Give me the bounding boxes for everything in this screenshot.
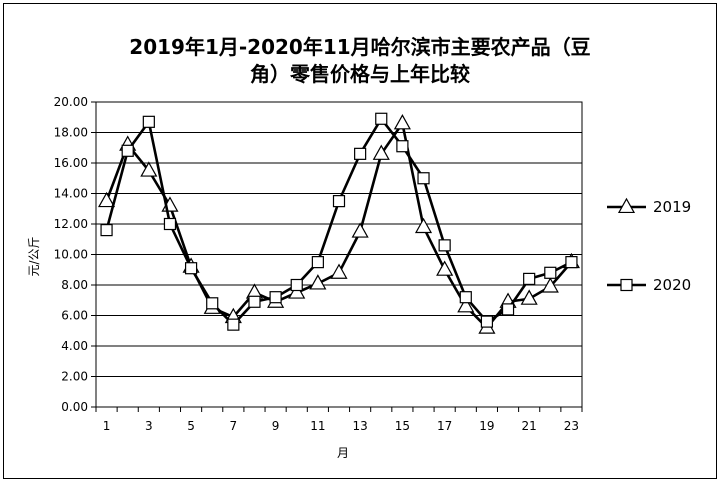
- data-point-2020: [565, 256, 578, 269]
- x-axis-title: 月: [337, 446, 349, 460]
- chart-title: 2019年1月-2020年11月哈尔滨市主要农产品（豆 角）零售价格与上年比较: [90, 34, 630, 88]
- y-axis-tick-labels: 0.00 2.00 4.00 6.00 8.00 10.00 12.00 14.00 16.00…: [54, 95, 88, 414]
- data-point-2020: [100, 224, 113, 237]
- data-point-2020: [523, 272, 536, 285]
- data-point-2019: [520, 289, 538, 305]
- chart-title-line-1: 2019年1月-2020年11月哈尔滨市主要农产品（豆: [129, 35, 591, 59]
- y-tick-label: 2.00: [61, 370, 88, 384]
- data-point-2020: [142, 115, 155, 128]
- x-tick-label: 23: [564, 419, 579, 433]
- legend-marker: [617, 197, 636, 214]
- x-axis-tick-labels: 1 3 5 7 9 11 13 15 17 19 21 23: [103, 419, 579, 433]
- y-tick-label: 12.00: [54, 217, 88, 231]
- x-tick-label: 15: [395, 419, 410, 433]
- data-point-2020: [227, 318, 240, 331]
- data-point-2019: [309, 274, 327, 290]
- data-point-2020: [354, 147, 367, 160]
- series-group: [98, 112, 580, 334]
- grid-lines: [96, 101, 582, 408]
- data-point-2020: [121, 144, 134, 157]
- legend-marker: [620, 278, 633, 292]
- y-tick-label: 10.00: [54, 248, 88, 262]
- data-point-2020: [375, 112, 388, 125]
- data-point-2020: [438, 239, 451, 252]
- data-point-2019: [457, 297, 475, 313]
- axes: [91, 101, 583, 412]
- data-point-2020: [311, 256, 324, 269]
- data-point-2019: [436, 260, 454, 276]
- x-tick-label: 19: [479, 419, 494, 433]
- y-tick-label: 8.00: [61, 278, 88, 292]
- y-tick-label: 4.00: [61, 339, 88, 353]
- legend: 2019 2020: [607, 197, 691, 294]
- x-tick-label: 17: [437, 419, 452, 433]
- y-tick-label: 14.00: [54, 187, 88, 201]
- data-point-2019: [330, 263, 348, 279]
- x-tick-label: 11: [310, 419, 325, 433]
- data-point-2020: [269, 291, 282, 304]
- x-tick-label: 7: [230, 419, 238, 433]
- data-point-2020: [184, 262, 198, 275]
- data-point-2020: [163, 217, 177, 231]
- data-point-2020: [206, 297, 219, 310]
- data-point-2019: [393, 114, 411, 130]
- data-point-2020: [332, 195, 346, 208]
- data-point-2019: [288, 283, 306, 299]
- y-tick-label: 0.00: [61, 400, 88, 414]
- x-tick-label: 3: [145, 419, 153, 433]
- data-point-2020: [290, 278, 303, 292]
- x-tick-label: 1: [103, 419, 111, 433]
- series-line-2019: [105, 122, 573, 330]
- data-point-2019: [372, 144, 390, 160]
- chart-title-line-2: 角）零售价格与上年比较: [250, 62, 470, 86]
- x-tick-label: 9: [272, 419, 280, 433]
- data-point-2020: [480, 315, 494, 328]
- legend-label: 2019: [653, 198, 691, 216]
- data-point-2019: [98, 191, 116, 208]
- chart-frame: [3, 3, 717, 479]
- data-point-2020: [459, 291, 472, 304]
- data-point-2020: [248, 295, 261, 308]
- y-tick-label: 18.00: [54, 126, 88, 140]
- legend-entry-2019: 2019: [607, 197, 691, 216]
- data-point-2019: [414, 217, 433, 234]
- series-2020: [100, 112, 578, 331]
- y-tick-label: 6.00: [61, 309, 88, 323]
- y-axis-title: 元/公斤: [27, 236, 41, 276]
- y-tick-label: 20.00: [54, 95, 88, 109]
- data-point-2020: [544, 266, 557, 279]
- x-tick-label: 13: [352, 419, 367, 433]
- data-point-2019: [541, 277, 559, 293]
- x-tick-label: 5: [187, 419, 195, 433]
- y-tick-label: 16.00: [54, 156, 88, 170]
- x-tick-label: 21: [522, 419, 537, 433]
- legend-label: 2020: [653, 276, 691, 294]
- data-point-2019: [140, 161, 158, 177]
- data-point-2020: [396, 140, 409, 153]
- legend-entry-2020: 2020: [607, 276, 691, 294]
- data-point-2020: [417, 172, 430, 185]
- data-point-2020: [501, 303, 515, 316]
- data-point-2019: [351, 222, 369, 238]
